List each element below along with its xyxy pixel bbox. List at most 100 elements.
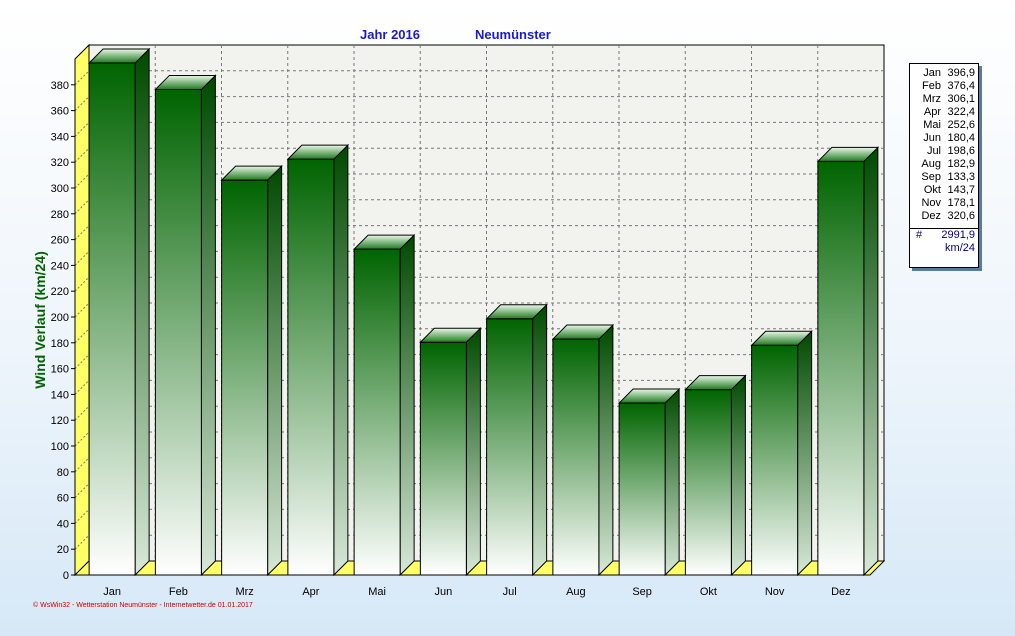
y-tick-label: 360 (51, 106, 69, 118)
y-tick-label: 0 (63, 570, 69, 582)
bar-side (333, 143, 349, 577)
y-tick-label: 200 (51, 312, 69, 324)
gridline-depth (74, 457, 90, 473)
legend-month: Dez (921, 210, 941, 222)
bar (618, 402, 666, 576)
bar-side (134, 47, 150, 577)
legend-value: 198,6 (947, 145, 975, 157)
bar (552, 338, 600, 576)
legend-total-value: 2991,9 (941, 229, 975, 241)
legend-item: Dez 320,6 (910, 210, 978, 223)
gridline-depth (74, 354, 90, 369)
y-tick-label: 40 (57, 518, 69, 530)
legend-item: Jan 396,9 (910, 67, 978, 80)
x-tick-label: Mai (368, 586, 386, 598)
y-tick-label: 300 (51, 183, 69, 195)
legend-item: Sep 133,3 (910, 171, 978, 184)
y-tick-label: 60 (57, 493, 69, 505)
legend-box: Jan 396,9 Feb 376,4 Mrz 306,1 Apr 322,4 Mai 252,6… (909, 63, 979, 268)
bar-top (286, 144, 350, 160)
bar (154, 88, 202, 576)
bar-side (532, 303, 548, 577)
gridline-depth (74, 534, 90, 550)
gridline-depth (74, 483, 90, 498)
x-tick-label: Dez (831, 586, 851, 598)
bar-top (485, 304, 548, 320)
legend-value: 143,7 (947, 184, 975, 196)
legend-month: Jun (923, 132, 941, 144)
bar-top (87, 48, 151, 64)
y-tick-label: 180 (51, 338, 69, 350)
gridline-depth (74, 173, 90, 189)
legend-value: 182,9 (947, 158, 975, 170)
gridline-depth (74, 509, 90, 524)
y-tick-label: 140 (51, 389, 69, 401)
legend-unit: km/24 (945, 242, 975, 254)
bar-top (551, 324, 615, 340)
legend-month: Jan (923, 67, 941, 79)
gridline-depth (74, 251, 90, 266)
legend-value: 320,6 (947, 210, 975, 222)
legend-total-symbol: # (916, 229, 923, 241)
y-tick-label: 380 (51, 80, 69, 92)
legend-rows: Jan 396,9 Feb 376,4 Mrz 306,1 Apr 322,4 Mai 252,6… (910, 64, 978, 223)
legend-item: Jun 180,4 (910, 132, 978, 145)
legend-item: Mai 252,6 (910, 119, 978, 132)
bar (486, 318, 534, 576)
legend-month: Mai (923, 119, 941, 131)
bar (353, 248, 401, 576)
y-tick-label: 260 (51, 235, 69, 247)
bar-side (863, 146, 879, 577)
gridline-depth (74, 199, 90, 215)
x-tick-label: Jul (503, 586, 517, 598)
gridline-depth (74, 276, 90, 292)
bar-top (816, 146, 880, 162)
x-tick-label: Apr (302, 586, 319, 598)
legend-item: Jul 198,6 (910, 145, 978, 158)
x-tick-label: Mrz (235, 586, 253, 598)
x-tick-label: Okt (700, 586, 717, 598)
gridline-depth (74, 225, 90, 240)
chart-title-station: Neumünster (475, 27, 551, 42)
legend-value: 252,6 (947, 119, 975, 131)
gridline-depth (74, 96, 90, 111)
legend-total-row: # 2991,9 (910, 229, 978, 242)
x-tick-label: Sep (632, 586, 652, 598)
y-tick-label: 100 (51, 441, 69, 453)
footer-credit: © WsWin32 - Wetterstation Neumünster - I… (33, 602, 253, 609)
legend-item: Mrz 306,1 (910, 93, 978, 106)
legend-value: 178,1 (947, 197, 975, 209)
legend-value: 133,3 (947, 171, 975, 183)
gridline-depth (74, 328, 90, 344)
y-tick-label: 340 (51, 131, 69, 143)
legend-month: Mrz (922, 93, 941, 105)
legend-month: Feb (922, 80, 941, 92)
bar-top (419, 327, 482, 343)
gridline-depth (74, 147, 90, 163)
x-tick-label: Aug (566, 586, 586, 598)
x-tick-label: Jun (435, 586, 453, 598)
y-tick-label: 280 (51, 209, 69, 221)
legend-separator (910, 228, 978, 229)
bar-side (267, 164, 283, 577)
bar-side (465, 327, 481, 577)
legend-item: Aug 182,9 (910, 158, 978, 171)
bar-side (797, 330, 813, 577)
legend-value: 322,4 (947, 106, 975, 118)
gridline-depth (74, 302, 90, 318)
bar-side (200, 74, 216, 577)
bar-side (399, 233, 415, 577)
legend-month: Sep (921, 171, 941, 183)
bar-top (220, 165, 283, 181)
legend-month: Aug (921, 158, 941, 170)
legend-item: Feb 376,4 (910, 80, 978, 93)
bar-top (154, 74, 217, 90)
y-tick-label: 80 (57, 467, 69, 479)
legend-item: Nov 178,1 (910, 197, 978, 210)
y-tick-label: 160 (51, 364, 69, 376)
bar (221, 179, 269, 576)
x-tick-label: Nov (765, 586, 785, 598)
legend-value: 376,4 (947, 80, 975, 92)
bar-top (684, 375, 747, 391)
legend-month: Apr (923, 106, 941, 118)
